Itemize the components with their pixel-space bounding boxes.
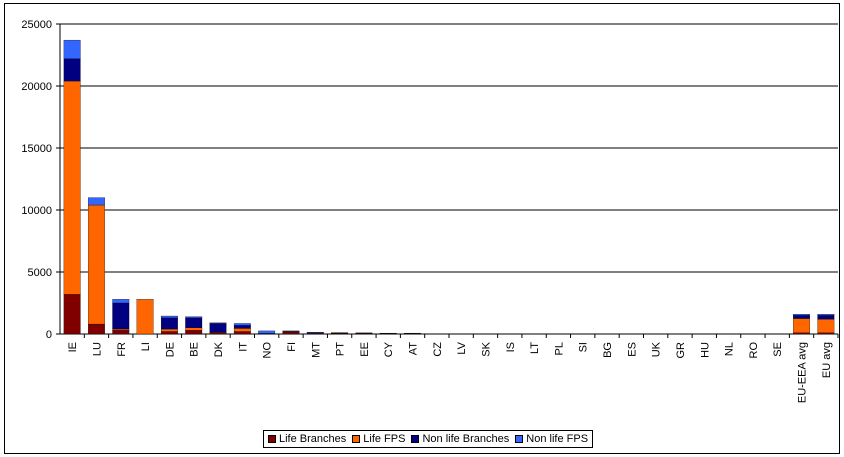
legend-item-non-life-fps: Non life FPS [515,433,588,445]
bar-segment-eu-avg-life-fps [817,318,835,333]
y-tick-label: 10000 [21,205,52,217]
bar-segment-lu-non-life-fps [88,197,105,206]
bar-segment-eu-avg-non-life-branches [817,315,835,320]
x-tick-label: BE [189,342,201,357]
bar-segment-dk-non-life-fps [209,322,227,324]
bar-segment-dk-non-life-branches [209,323,227,333]
bar-segment-no-non-life-fps [258,330,276,334]
x-tick-label: SK [480,341,492,356]
x-tick-label: GR [675,342,687,359]
bar-segment-fr-life-branches [112,330,130,335]
bar-segment-de-life-branches [160,331,178,335]
x-tick-label: NL [724,342,736,356]
bar-segment-de-non-life-fps [160,315,178,319]
x-tick-label: CY [383,341,395,357]
bar-segment-be-life-branches [185,330,203,335]
chart-legend: Life Branches Life FPS Non life Branches… [263,430,594,448]
bar-segment-it-non-life-branches [233,325,251,329]
bar-segment-it-life-fps [233,328,251,332]
x-tick-label: SE [772,342,784,357]
legend-swatch-non-life-fps [515,435,524,443]
x-tick-label: MT [310,342,322,358]
bar-segment-lu-life-branches [88,323,105,335]
bar-segment-lu-life-fps [88,204,105,325]
x-tick-label: IS [505,342,517,352]
x-tick-label: EU avg [821,342,833,378]
legend-swatch-non-life-branches [411,435,420,443]
x-tick-label: DE [164,342,176,357]
bar-segment-ie-life-fps [63,80,81,295]
x-tick-label: LI [140,342,152,351]
x-tick-label: SI [578,342,590,352]
x-tick-label: EE [359,342,371,357]
bar-segment-fr-non-life-fps [112,299,130,304]
y-tick-label: 20000 [21,81,52,93]
bar-segment-it-life-branches [233,331,251,335]
bar-segment-eu-eea-avg-non-life-fps [793,314,810,316]
x-tick-label: LU [91,342,103,356]
bar-segment-be-life-fps [185,327,203,331]
bar-segment-ie-life-branches [63,294,81,335]
bar-segment-eu-avg-life-branches [817,332,835,335]
y-tick-label: 0 [46,329,52,341]
legend-label-non-life-branches: Non life Branches [422,433,510,445]
x-tick-label: UK [651,341,663,357]
x-tick-label: EU-EEA avg [797,342,809,403]
legend-label-life-fps: Life FPS [363,433,406,445]
bar-segment-eu-eea-avg-life-fps [793,318,810,333]
x-tick-label: PL [553,342,565,355]
legend-item-life-branches: Life Branches [268,433,346,445]
bar-segment-li-life-fps [136,299,154,335]
legend-label-life-branches: Life Branches [279,433,347,445]
x-tick-label: AT [408,342,420,356]
legend-item-non-life-branches: Non life Branches [411,433,509,445]
legend-swatch-life-branches [268,435,276,443]
x-tick-label: IT [237,342,249,352]
bar-segment-de-non-life-branches [160,317,178,330]
legend-item-life-fps: Life FPS [352,433,405,445]
bar-segment-de-life-fps [160,328,178,332]
x-tick-label: DK [213,341,225,357]
x-tick-label: ES [626,342,638,357]
x-tick-label: FR [116,342,128,357]
legend-swatch-life-fps [352,435,361,443]
y-tick-label: 15000 [21,143,52,155]
bar-segment-it-non-life-fps [233,323,251,326]
bar-segment-fr-non-life-branches [112,302,130,330]
x-tick-label: CZ [432,342,444,357]
x-tick-label: HU [699,342,711,358]
bar-segment-fi-non-life-branches [282,330,300,332]
bar-segment-ie-non-life-branches [63,58,81,82]
bar-segment-fi-life-branches [282,331,300,335]
bar-segment-eu-avg-non-life-fps [817,314,835,316]
y-tick-label: 25000 [21,19,52,31]
bar-segment-mt-non-life-fps [306,331,324,333]
bar-segment-eu-eea-avg-life-branches [793,332,810,335]
x-tick-label: IE [67,342,79,352]
chart-frame [4,3,840,454]
bar-segment-be-non-life-branches [185,317,203,328]
bar-segment-ie-non-life-fps [63,39,81,59]
x-tick-label: PT [335,342,347,356]
x-tick-label: LV [456,341,468,354]
bar-segment-dk-life-branches [209,332,227,335]
bar-segment-eu-eea-avg-non-life-branches [793,315,810,319]
x-tick-label: FI [286,342,298,352]
bar-segment-be-non-life-fps [185,316,203,319]
y-tick-label: 5000 [28,267,52,279]
x-tick-label: LT [529,342,541,354]
bar-segment-fr-life-fps [112,328,130,331]
x-tick-label: NO [262,342,274,359]
x-tick-label: RO [748,342,760,359]
x-tick-label: BG [602,342,614,358]
legend-label-non-life-fps: Non life FPS [526,433,589,445]
